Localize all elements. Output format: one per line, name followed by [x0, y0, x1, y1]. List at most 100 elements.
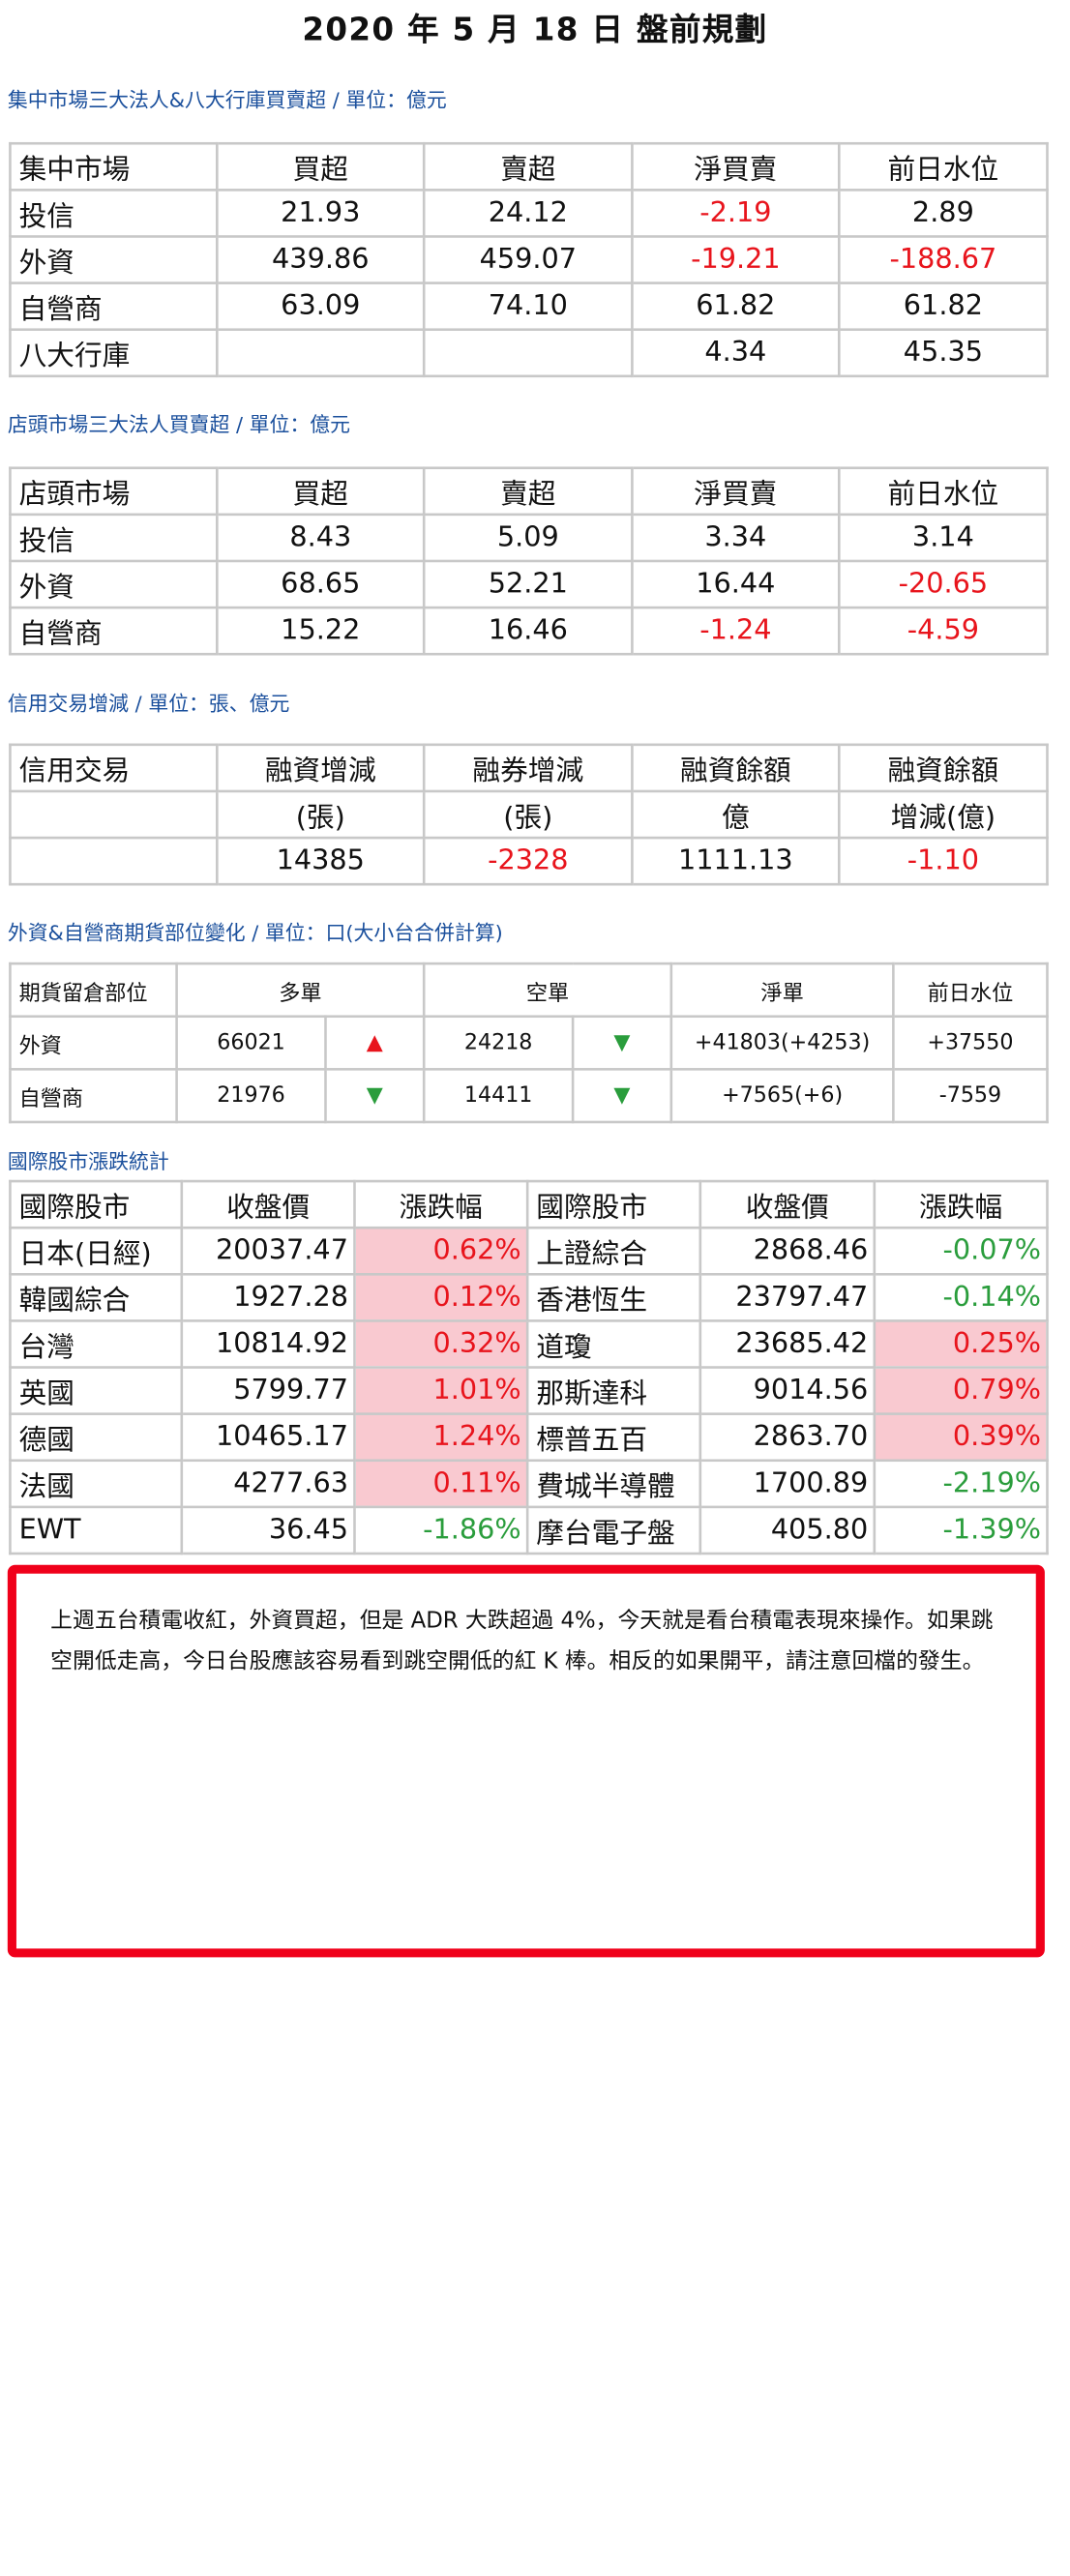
table-row: 韓國綜合 1927.28 0.12% 香港恆生 23797.47 -0.14% [9, 1273, 1049, 1322]
change-percent: 1.01% [353, 1366, 529, 1415]
close-price: 1700.89 [698, 1459, 877, 1509]
header-row: 期貨留倉部位 多單 空單 淨單 前日水位 [9, 962, 1049, 1019]
table-row: 德國 10465.17 1.24% 標普五百 2863.70 0.39% [9, 1412, 1049, 1463]
table-cell [422, 328, 634, 378]
market-name: 法國 [9, 1459, 184, 1509]
table-cell: 5.09 [422, 513, 634, 563]
table-cell: 2.89 [837, 189, 1049, 238]
table-cell: 24.12 [422, 189, 634, 238]
row-label: 自營商 [9, 281, 219, 332]
row-label: 八大行庫 [9, 328, 219, 378]
market-name: 道瓊 [525, 1319, 702, 1369]
market-name: 費城半導體 [525, 1459, 702, 1509]
margin-trading-table: 信用交易 融資增減 融券增減 融資餘額 融資餘額 (張) (張) 億增減(億) 14385 -23… [9, 743, 1049, 886]
change-percent: 0.11% [353, 1459, 529, 1509]
table-cell: 439.86 [216, 235, 426, 284]
section-title-otc: 店頭市場三大法人買賣超 / 單位：億元 [7, 412, 351, 437]
column-header: 信用交易 [9, 743, 219, 793]
table-row: 外資 66021 ▲ 24218 ▼ +41803(+4253) +37550 [9, 1015, 1049, 1071]
commentary-text: 上週五台積電收紅，外資買超，但是 ADR 大跌超過 4%，今天就是看台積電表現來… [50, 1609, 994, 1674]
change-percent: 0.12% [353, 1273, 529, 1322]
column-header: 融資增減 [216, 743, 426, 793]
table-cell: 61.82 [837, 281, 1049, 332]
column-header: 集中市場 [9, 141, 219, 192]
table-row: 自營商 63.09 74.10 61.82 61.82 [9, 281, 1049, 332]
column-header: 淨買賣 [631, 466, 841, 517]
market-name: 德國 [9, 1412, 184, 1463]
column-header: 多單 [175, 962, 426, 1019]
column-header: 淨單 [669, 962, 895, 1019]
column-header: 淨買賣 [631, 141, 841, 192]
page-title: 2020 年 5 月 18 日 盤前規劃 [302, 11, 768, 48]
column-header: 期貨留倉部位 [9, 962, 178, 1019]
table-cell: 66021 [175, 1015, 327, 1071]
table-row: 外資 439.86 459.07 -19.21 -188.67 [9, 235, 1049, 284]
down-arrow-icon: ▼ [571, 1015, 673, 1071]
table-cell: 8.43 [216, 513, 426, 563]
close-price: 4277.63 [180, 1459, 356, 1509]
table-row: 自營商 15.22 16.46 -1.24 -4.59 [9, 606, 1049, 656]
close-price: 23797.47 [698, 1273, 877, 1322]
close-price: 9014.56 [698, 1366, 877, 1415]
row-label: 自營商 [9, 1068, 178, 1124]
down-arrow-icon: ▼ [324, 1068, 426, 1124]
table-row: 自營商 21976 ▼ 14411 ▼ +7565(+6) -7559 [9, 1068, 1049, 1124]
table-cell: -4.59 [837, 606, 1049, 656]
column-header: (張) [422, 789, 634, 840]
table-cell: 74.10 [422, 281, 634, 332]
change-percent: 0.32% [353, 1319, 529, 1369]
table-cell: 15.22 [216, 606, 426, 656]
column-header: 融券增減 [422, 743, 634, 793]
table-cell [9, 836, 219, 886]
close-price: 10814.92 [180, 1319, 356, 1369]
table-row: 外資 68.65 52.21 16.44 -20.65 [9, 559, 1049, 609]
close-price: 10465.17 [180, 1412, 356, 1463]
header-row: 店頭市場 買超 賣超 淨買賣 前日水位 [9, 466, 1049, 517]
listed-market-table: 集中市場 買超 賣超 淨買賣 前日水位 投信 21.93 24.12 -2.19 2.89 外資 43… [9, 141, 1049, 378]
table-row: 台灣 10814.92 0.32% 道瓊 23685.42 0.25% [9, 1319, 1049, 1369]
market-name: 香港恆生 [525, 1273, 702, 1322]
header-row: (張) (張) 億增減(億) [9, 789, 1049, 840]
table-cell: 14385 [216, 836, 426, 886]
column-header: 億 [631, 789, 841, 840]
table-row: 日本(日經) 20037.47 0.62% 上證綜合 2868.46 -0.07% [9, 1226, 1049, 1276]
column-header: 收盤價 [180, 1179, 356, 1229]
section-title-futures: 外資&自營商期貨部位變化 / 單位：口(大小台合併計算) [7, 920, 503, 945]
header-row: 集中市場 買超 賣超 淨買賣 前日水位 [9, 141, 1049, 192]
table-cell: 24218 [422, 1015, 575, 1071]
column-header: 前日水位 [892, 962, 1049, 1019]
table-cell: -20.65 [837, 559, 1049, 609]
row-label: 投信 [9, 513, 219, 563]
table-cell: 1111.13 [631, 836, 841, 886]
table-cell: 21.93 [216, 189, 426, 238]
column-header: 漲跌幅 [873, 1179, 1049, 1229]
table-cell: 16.46 [422, 606, 634, 656]
market-name: 韓國綜合 [9, 1273, 184, 1322]
column-header: 店頭市場 [9, 466, 219, 517]
market-name: 那斯達科 [525, 1366, 702, 1415]
table-row: 投信 21.93 24.12 -2.19 2.89 [9, 189, 1049, 238]
column-header [9, 789, 219, 840]
column-header: 融資餘額 [837, 743, 1049, 793]
table-cell: 21976 [175, 1068, 327, 1124]
column-header: 買超 [216, 141, 426, 192]
otc-market-table: 店頭市場 買超 賣超 淨買賣 前日水位 投信 8.43 5.09 3.34 3.14 外資 68.65… [9, 466, 1049, 656]
table-cell: -7559 [892, 1068, 1049, 1124]
change-percent: -2.19% [873, 1459, 1049, 1509]
column-header: 收盤價 [698, 1179, 877, 1229]
row-label: 外資 [9, 235, 219, 284]
market-name: 上證綜合 [525, 1226, 702, 1276]
column-header: 賣超 [422, 141, 634, 192]
close-price: 2863.70 [698, 1412, 877, 1463]
table-row: 法國 4277.63 0.11% 費城半導體 1700.89 -2.19% [9, 1459, 1049, 1509]
table-cell: 63.09 [216, 281, 426, 332]
change-percent: -1.39% [873, 1505, 1049, 1555]
section-title-margin: 信用交易增減 / 單位：張、億元 [7, 692, 290, 716]
market-name: 英國 [9, 1366, 184, 1415]
table-row: 投信 8.43 5.09 3.34 3.14 [9, 513, 1049, 563]
market-name: 摩台電子盤 [525, 1505, 702, 1555]
table-cell: 68.65 [216, 559, 426, 609]
table-cell: 4.34 [631, 328, 841, 378]
header-row: 國際股市 收盤價 漲跌幅 國際股市 收盤價 漲跌幅 [9, 1179, 1049, 1229]
column-header: 賣超 [422, 466, 634, 517]
